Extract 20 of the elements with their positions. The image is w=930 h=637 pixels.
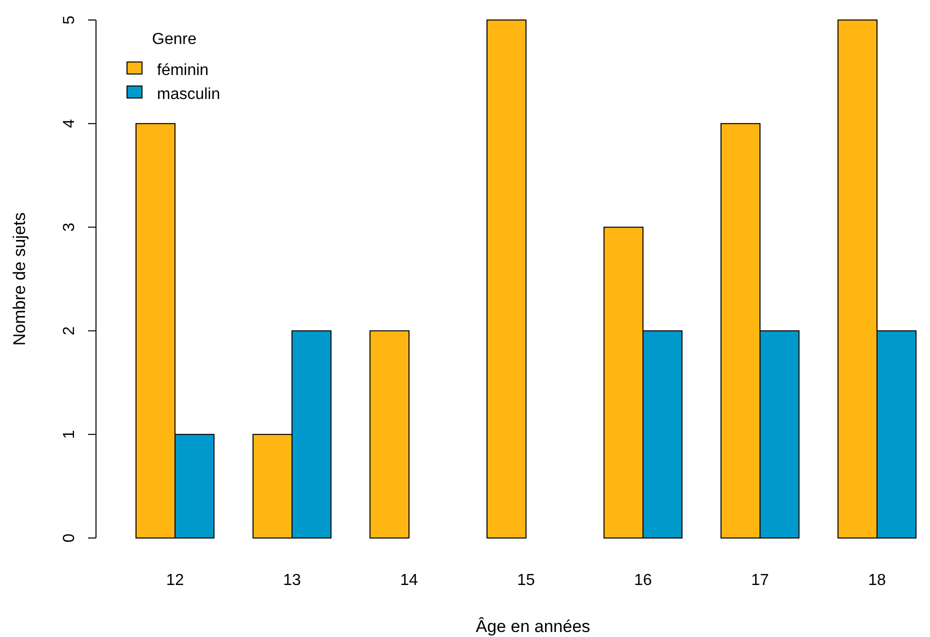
y-tick-label: 4	[61, 119, 78, 128]
x-tick-label: 14	[400, 572, 418, 589]
x-tick-label: 13	[283, 572, 301, 589]
x-tick-label: 15	[517, 572, 535, 589]
x-tick-label: 16	[634, 572, 652, 589]
legend-label: féminin	[157, 62, 209, 79]
x-axis-title: Âge en années	[476, 617, 590, 636]
x-tick-label: 17	[751, 572, 769, 589]
y-tick-label: 3	[61, 222, 78, 232]
y-tick-label: 1	[61, 430, 78, 439]
bar	[486, 20, 526, 538]
x-tick-label: 18	[868, 572, 886, 589]
bar	[370, 330, 410, 538]
legend-label: masculin	[157, 86, 220, 103]
y-axis-title: Nombre de sujets	[10, 212, 29, 346]
y-tick-label: 2	[61, 326, 78, 336]
legend-title: Genre	[152, 31, 197, 48]
y-tick-label: 5	[61, 15, 78, 24]
y-tick-label: 0	[61, 533, 78, 542]
x-tick-label: 12	[166, 572, 184, 589]
